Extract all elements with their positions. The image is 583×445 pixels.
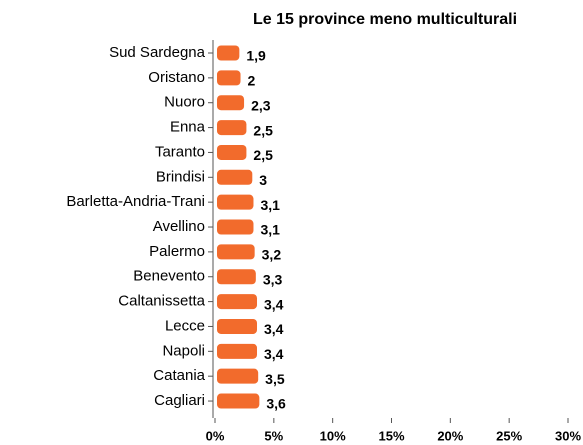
bar [217,244,255,260]
x-tick-label: 20% [437,428,463,443]
value-label: 3,1 [260,197,280,213]
y-tick-label: Avellino [153,218,205,235]
value-label: 3,1 [260,222,280,238]
y-tick-label: Palermo [149,243,205,260]
x-tick-label: 25% [496,428,522,443]
value-label: 2 [248,73,256,89]
bar [217,169,253,185]
x-tick-label: 0% [206,428,225,443]
y-tick-label: Oristano [148,69,205,86]
bar [217,393,260,409]
y-tick-label: Cagliari [154,392,205,409]
y-tick-label: Nuoro [164,94,205,111]
value-label: 3,5 [265,371,285,387]
value-label: 2,3 [251,97,271,113]
value-label: 3,4 [264,296,284,312]
y-tick-label: Enna [170,119,206,136]
y-tick-label: Brindisi [156,168,205,185]
bar [217,219,254,235]
value-label: 3,4 [264,321,284,337]
y-tick-label: Barletta-Andria-Trani [66,193,205,210]
bar [217,45,240,61]
y-tick-label: Napoli [162,342,205,359]
x-tick-label: 15% [378,428,404,443]
value-label: 3,3 [263,271,283,287]
value-label: 2,5 [253,147,273,163]
bar [217,368,259,384]
y-tick-label: Benevento [133,268,205,285]
x-tick-label: 10% [320,428,346,443]
bar [217,294,258,310]
bar [217,318,258,334]
bar [217,144,247,160]
y-tick-label: Catania [153,367,205,384]
value-label: 3,6 [266,396,286,412]
chart-title: Le 15 province meno multiculturali [253,11,517,28]
y-tick-label: Lecce [165,317,205,334]
y-tick-label: Taranto [155,143,205,160]
bar [217,70,241,86]
value-label: 3,2 [262,247,282,263]
value-label: 3 [259,172,267,188]
bar [217,95,245,111]
bar [217,194,254,210]
x-tick-label: 5% [264,428,283,443]
x-tick-label: 30% [555,428,581,443]
y-tick-label: Caltanissetta [118,293,205,310]
value-label: 2,5 [253,122,273,138]
value-label: 3,4 [264,346,284,362]
value-label: 1,9 [246,48,266,64]
y-tick-label: Sud Sardegna [109,44,206,61]
bar [217,343,258,359]
bar [217,120,247,136]
bar [217,269,256,285]
